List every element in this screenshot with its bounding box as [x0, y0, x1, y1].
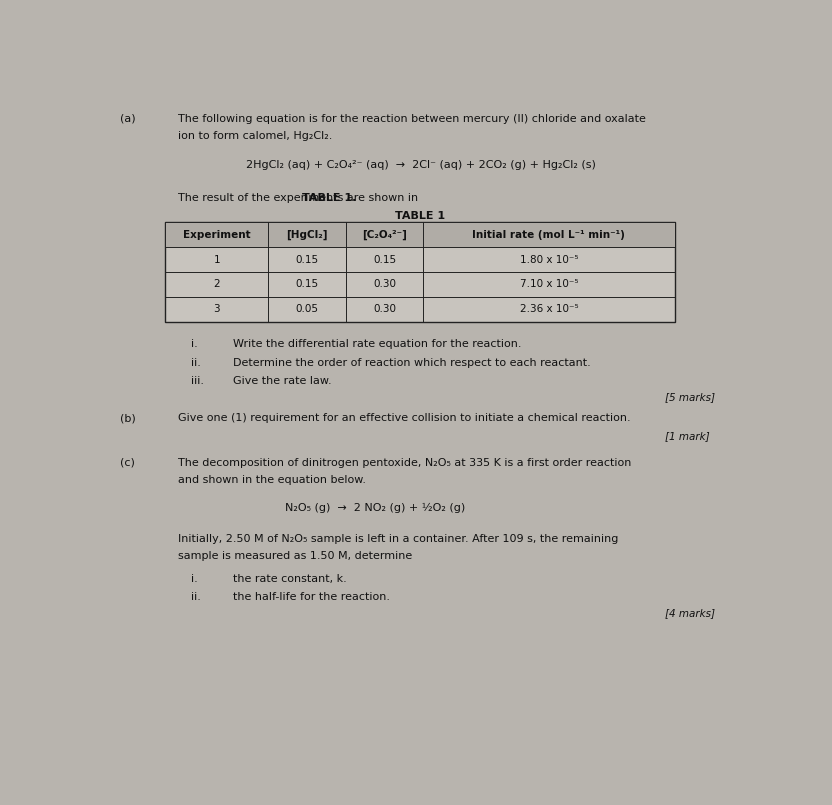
Text: [5 marks]: [5 marks] — [665, 392, 715, 402]
Text: and shown in the equation below.: and shown in the equation below. — [178, 475, 366, 485]
Text: i.: i. — [191, 339, 198, 349]
Text: iii.: iii. — [191, 376, 204, 386]
Text: [HgCl₂]: [HgCl₂] — [286, 229, 328, 240]
Text: 2HgCl₂ (aq) + C₂O₄²⁻ (aq)  →  2Cl⁻ (aq) + 2CO₂ (g) + Hg₂Cl₂ (s): 2HgCl₂ (aq) + C₂O₄²⁻ (aq) → 2Cl⁻ (aq) + … — [246, 160, 596, 171]
Text: 1.80 x 10⁻⁵: 1.80 x 10⁻⁵ — [520, 254, 578, 265]
Text: sample is measured as 1.50 M, determine: sample is measured as 1.50 M, determine — [178, 551, 413, 561]
Text: 3: 3 — [214, 304, 220, 314]
Text: 2: 2 — [214, 279, 220, 290]
Text: TABLE 1.: TABLE 1. — [301, 192, 356, 203]
Text: Initially, 2.50 M of N₂O₅ sample is left in a container. After 109 s, the remain: Initially, 2.50 M of N₂O₅ sample is left… — [178, 534, 618, 543]
Text: (b): (b) — [120, 413, 136, 423]
Text: the rate constant, k.: the rate constant, k. — [233, 574, 347, 584]
Text: 2.36 x 10⁻⁵: 2.36 x 10⁻⁵ — [520, 304, 578, 314]
Text: 0.30: 0.30 — [373, 304, 396, 314]
Text: Initial rate (mol L⁻¹ min⁻¹): Initial rate (mol L⁻¹ min⁻¹) — [473, 229, 626, 240]
Text: ii.: ii. — [191, 592, 201, 602]
Text: Give the rate law.: Give the rate law. — [233, 376, 332, 386]
Text: 0.15: 0.15 — [373, 254, 396, 265]
Text: The decomposition of dinitrogen pentoxide, N₂O₅ at 335 K is a first order reacti: The decomposition of dinitrogen pentoxid… — [178, 458, 631, 468]
Text: i.: i. — [191, 574, 198, 584]
Text: Experiment: Experiment — [183, 229, 250, 240]
Bar — [166, 222, 675, 247]
Text: 1: 1 — [214, 254, 220, 265]
Text: 0.15: 0.15 — [295, 279, 319, 290]
Text: 0.05: 0.05 — [295, 304, 319, 314]
Text: the half-life for the reaction.: the half-life for the reaction. — [233, 592, 390, 602]
Text: Write the differential rate equation for the reaction.: Write the differential rate equation for… — [233, 339, 522, 349]
Text: (c): (c) — [120, 458, 135, 468]
Text: 0.30: 0.30 — [373, 279, 396, 290]
Text: [C₂O₄²⁻]: [C₂O₄²⁻] — [362, 229, 407, 240]
Text: [4 marks]: [4 marks] — [665, 608, 715, 618]
Bar — [166, 222, 675, 322]
Text: 7.10 x 10⁻⁵: 7.10 x 10⁻⁵ — [520, 279, 578, 290]
Text: (a): (a) — [120, 114, 136, 124]
Text: The result of the experiments are shown in: The result of the experiments are shown … — [178, 192, 422, 203]
Text: N₂O₅ (g)  →  2 NO₂ (g) + ½O₂ (g): N₂O₅ (g) → 2 NO₂ (g) + ½O₂ (g) — [285, 502, 465, 513]
Text: Give one (1) requirement for an effective collision to initiate a chemical react: Give one (1) requirement for an effectiv… — [178, 413, 631, 423]
Text: [1 mark]: [1 mark] — [665, 431, 710, 440]
Text: ion to form calomel, Hg₂Cl₂.: ion to form calomel, Hg₂Cl₂. — [178, 131, 333, 142]
Text: ii.: ii. — [191, 357, 201, 368]
Text: 0.15: 0.15 — [295, 254, 319, 265]
Text: Determine the order of reaction which respect to each reactant.: Determine the order of reaction which re… — [233, 357, 591, 368]
Text: TABLE 1: TABLE 1 — [395, 211, 445, 221]
Text: The following equation is for the reaction between mercury (II) chloride and oxa: The following equation is for the reacti… — [178, 114, 646, 124]
